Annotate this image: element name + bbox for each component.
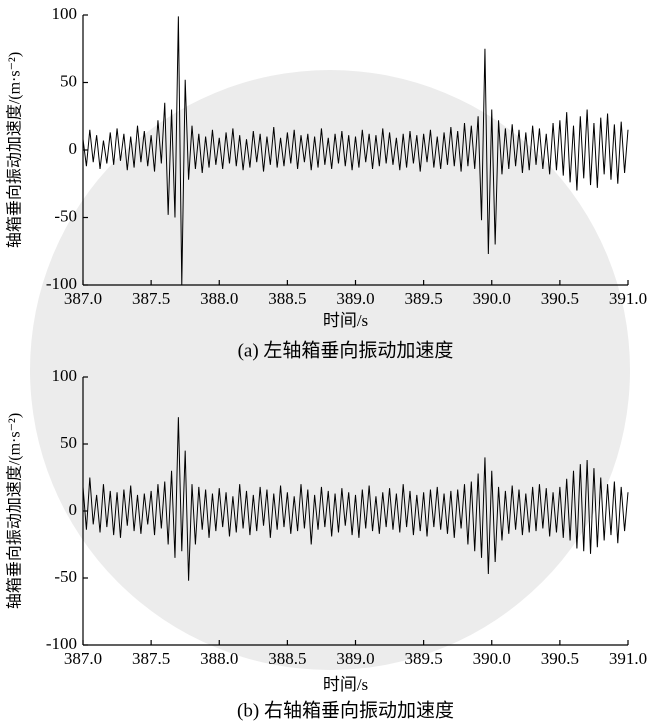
x-axis-label: 时间/s: [323, 311, 368, 330]
y-axis-label: 轴箱垂向振动加速度/(m·s⁻²): [6, 413, 24, 609]
y-axis-label: 轴箱垂向振动加速度/(m·s⁻²): [6, 52, 24, 248]
y-tick-label: -100: [46, 634, 77, 653]
x-tick-label: 388.0: [200, 649, 238, 668]
x-tick-label: 387.0: [64, 289, 102, 308]
y-tick-label: -50: [54, 206, 77, 225]
y-tick-label: 0: [69, 500, 78, 519]
x-tick-label: 388.5: [268, 649, 306, 668]
x-tick-label: 390.0: [473, 289, 511, 308]
y-tick-label: 0: [69, 139, 78, 158]
signal-line: [82, 417, 629, 581]
y-tick-label: 50: [60, 433, 77, 452]
x-tick-label: 387.5: [132, 289, 170, 308]
y-tick-label: -100: [46, 274, 77, 293]
caption: (a) 左轴箱垂向振动加速度: [238, 339, 454, 361]
y-tick-label: 100: [52, 366, 78, 385]
x-tick-label: 390.5: [541, 289, 579, 308]
x-tick-label: 390.0: [473, 649, 511, 668]
x-tick-label: 389.0: [336, 289, 374, 308]
y-tick-label: 50: [60, 71, 77, 90]
x-tick-label: 388.5: [268, 289, 306, 308]
x-axis-label: 时间/s: [323, 675, 368, 694]
x-tick-label: 389.5: [405, 649, 443, 668]
signal-line: [82, 16, 629, 286]
x-tick-label: 391.0: [609, 649, 647, 668]
x-tick-label: 387.5: [132, 649, 170, 668]
x-tick-label: 387.0: [64, 649, 102, 668]
x-tick-label: 391.0: [609, 289, 647, 308]
y-tick-label: -50: [54, 567, 77, 586]
x-tick-label: 389.5: [405, 289, 443, 308]
x-tick-label: 390.5: [541, 649, 579, 668]
x-tick-label: 389.0: [336, 649, 374, 668]
y-tick-label: 100: [52, 4, 78, 23]
caption: (b) 右轴箱垂向振动加速度: [237, 699, 454, 721]
x-tick-label: 388.0: [200, 289, 238, 308]
